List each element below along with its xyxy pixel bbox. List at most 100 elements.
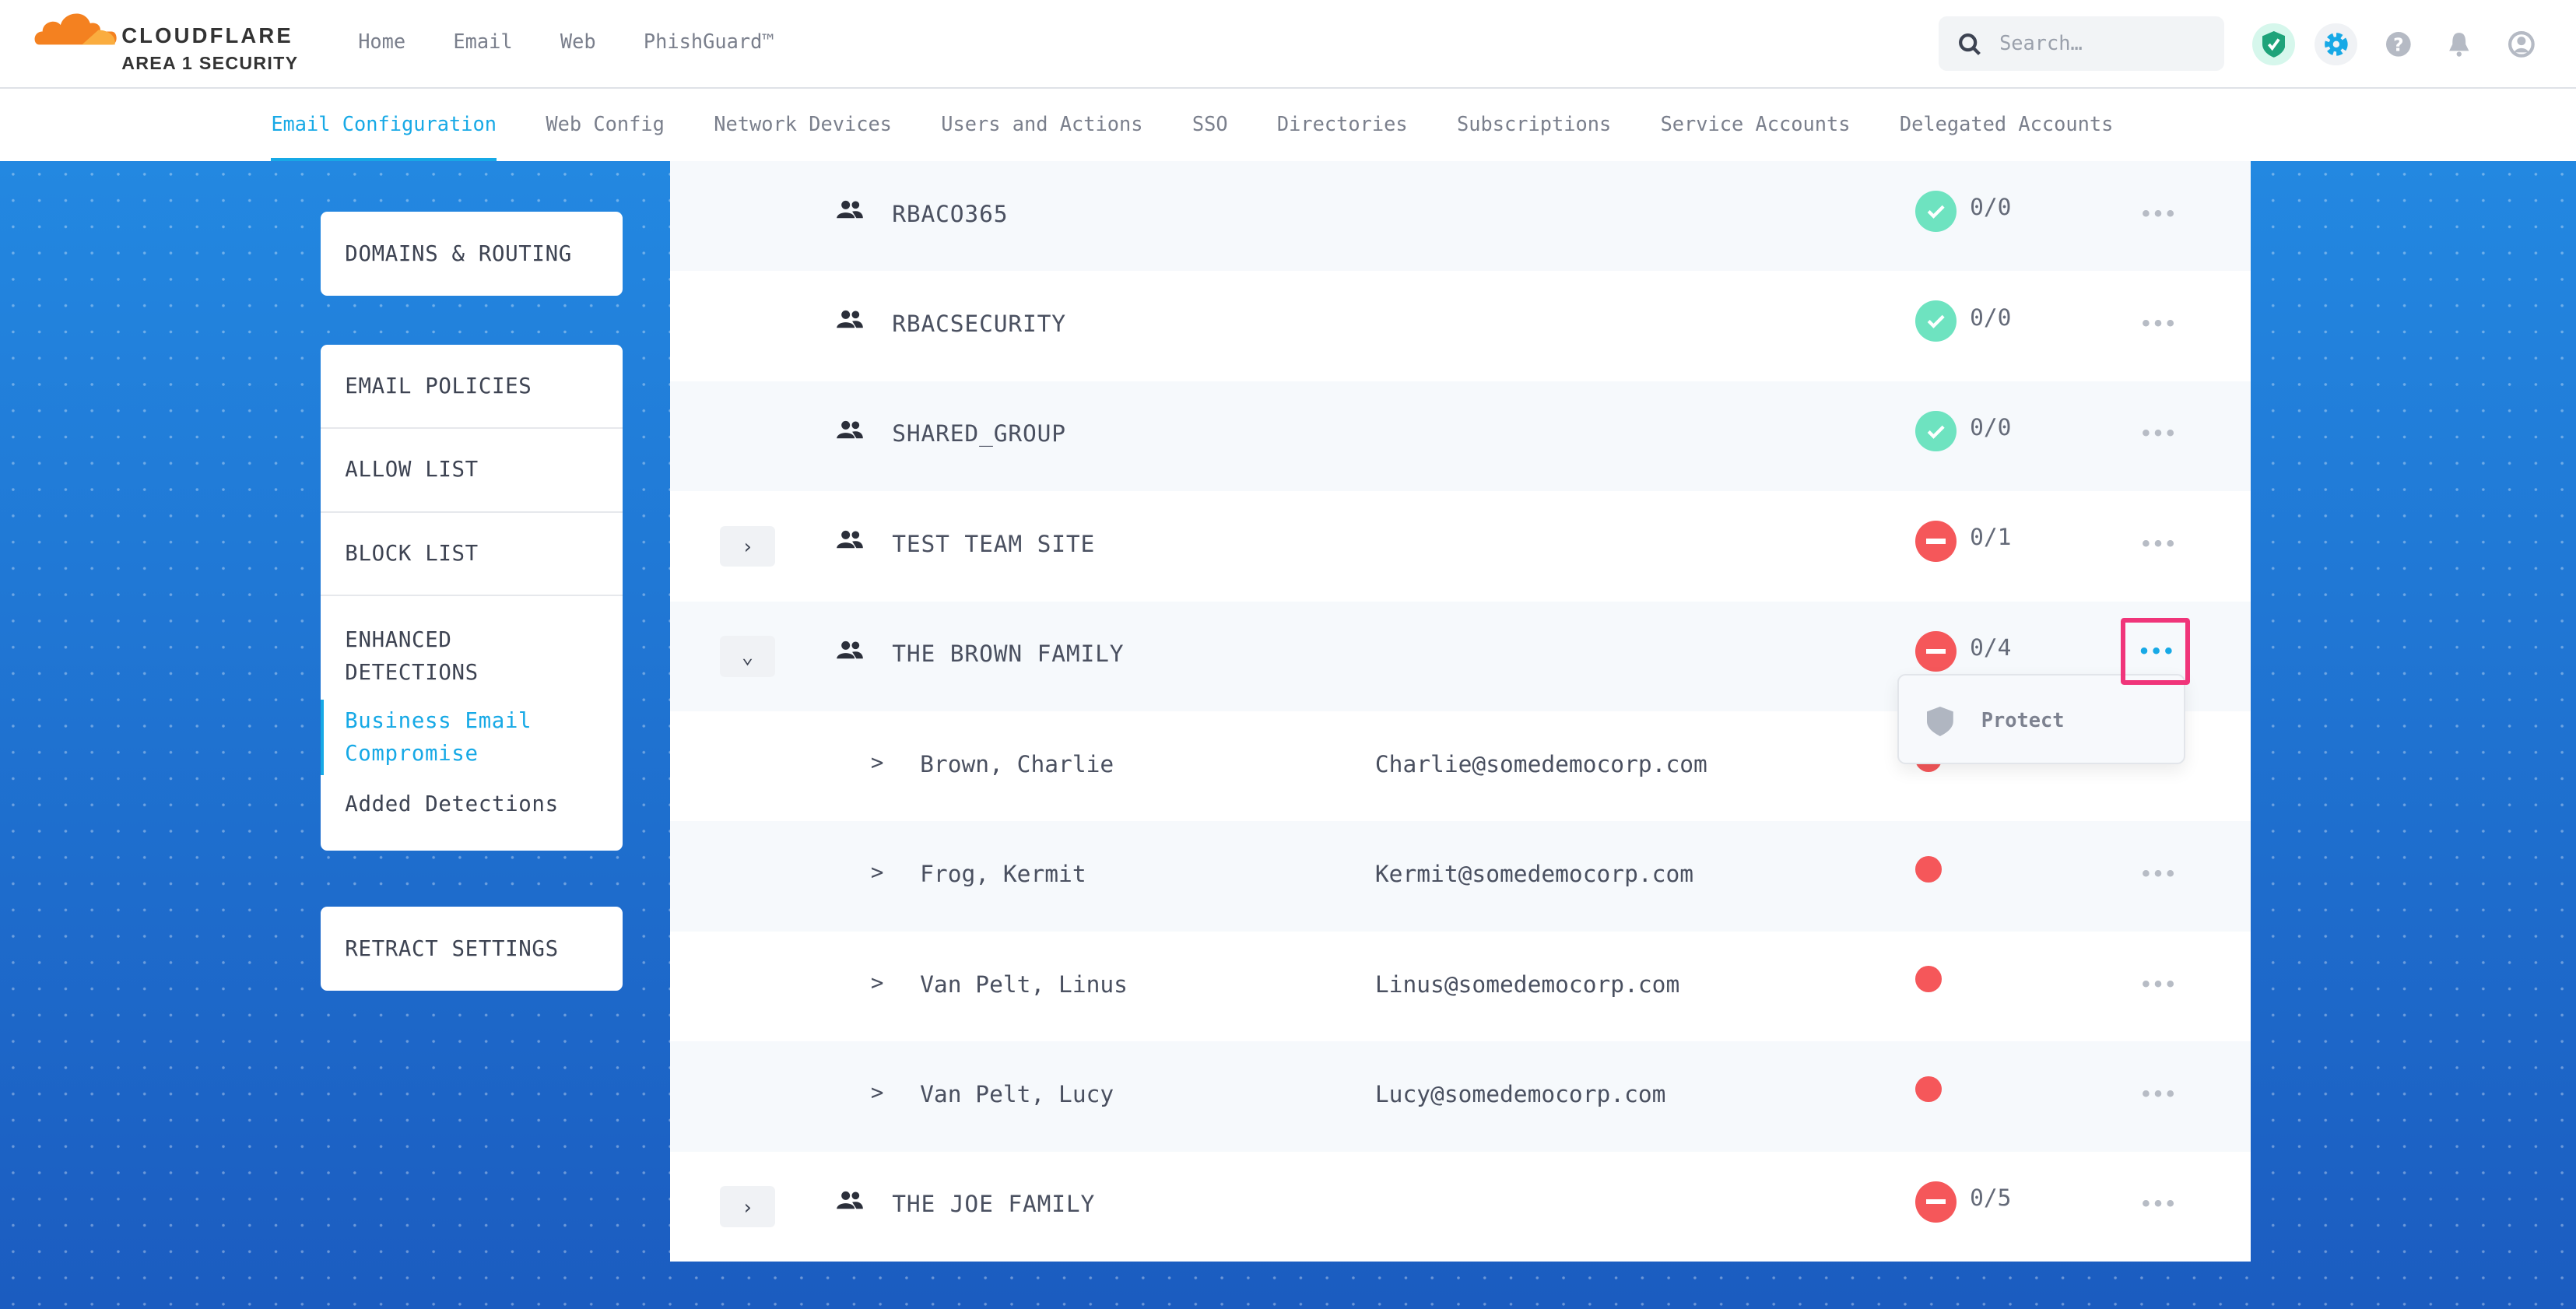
tab-subscriptions[interactable]: Subscriptions xyxy=(1456,111,1612,135)
sidebar-item-email-policies[interactable]: EMAIL POLICIES xyxy=(320,345,623,429)
group-name: RBACSECURITY xyxy=(892,310,1066,337)
tab-service-accounts[interactable]: Service Accounts xyxy=(1660,111,1851,135)
group-icon xyxy=(837,420,864,438)
shield-icon xyxy=(1927,706,1953,736)
search-placeholder: Search… xyxy=(1999,31,2083,55)
group-row[interactable]: › TEST TEAM SITE 0/1 ••• xyxy=(670,491,2251,601)
group-row[interactable]: RBACSECURITY 0/0 ••• xyxy=(670,271,2251,381)
user-avatar-icon[interactable] xyxy=(2501,23,2543,66)
group-icon xyxy=(837,311,864,328)
status-ok-icon xyxy=(1915,410,1957,452)
status-blocked-dot xyxy=(1915,966,1943,993)
member-email: Linus@somedemocorp.com xyxy=(1374,970,1680,998)
nav-home[interactable]: Home xyxy=(358,29,406,53)
tab-web-config[interactable]: Web Config xyxy=(546,111,665,135)
expand-toggle[interactable]: › xyxy=(719,1186,776,1227)
sidebar-item-enhanced-detections[interactable]: ENHANCED DETECTIONS xyxy=(321,596,623,700)
gear-icon[interactable] xyxy=(2315,23,2358,66)
more-actions-button-highlighted[interactable]: ••• xyxy=(2121,617,2190,686)
sidebar-link-business-email-compromise[interactable]: Business Email Compromise xyxy=(320,700,623,776)
nav-web[interactable]: Web xyxy=(560,29,596,53)
row-action-menu: Protect xyxy=(1897,673,2185,764)
group-icon xyxy=(837,531,864,549)
chevron-right-icon[interactable]: > xyxy=(870,861,884,886)
sidebar-item-allow-list[interactable]: ALLOW LIST xyxy=(320,429,623,513)
member-email: Lucy@somedemocorp.com xyxy=(1374,1081,1666,1108)
sidebar-card-policies: EMAIL POLICIES ALLOW LIST BLOCK LIST ENH… xyxy=(320,345,623,851)
member-email: Charlie@somedemocorp.com xyxy=(1374,750,1707,777)
more-actions-button[interactable]: ••• xyxy=(2139,200,2178,227)
nav-phishguard[interactable]: PhishGuard™ xyxy=(643,29,774,53)
svg-text:?: ? xyxy=(2393,34,2403,55)
search-input[interactable]: Search… xyxy=(1938,16,2225,71)
member-row[interactable]: > Van Pelt, Lucy Lucy@somedemocorp.com ••• xyxy=(670,1041,2251,1152)
shield-check-icon[interactable] xyxy=(2252,23,2296,66)
more-actions-button[interactable]: ••• xyxy=(2139,970,2178,998)
chevron-right-icon[interactable]: > xyxy=(870,750,884,775)
bell-icon[interactable] xyxy=(2438,23,2481,66)
protected-count: 0/1 xyxy=(1970,524,2012,551)
status-ok-icon xyxy=(1915,300,1957,342)
more-actions-button[interactable]: ••• xyxy=(2139,530,2178,557)
tab-directories[interactable]: Directories xyxy=(1276,111,1408,135)
more-actions-button[interactable]: ••• xyxy=(2139,420,2178,447)
tab-users-and-actions[interactable]: Users and Actions xyxy=(941,111,1143,135)
group-row[interactable]: RBACO365 0/0 ••• xyxy=(670,160,2251,272)
tab-delegated-accounts[interactable]: Delegated Accounts xyxy=(1899,111,2114,135)
tab-network-devices[interactable]: Network Devices xyxy=(714,111,892,135)
status-blocked-dot xyxy=(1915,1076,1943,1103)
more-actions-button[interactable]: ••• xyxy=(2139,1081,2178,1108)
group-icon xyxy=(837,640,864,658)
status-blocked-dot xyxy=(1915,855,1943,883)
sidebar-item-retract-settings[interactable]: RETRACT SETTINGS xyxy=(345,936,559,961)
expand-toggle[interactable]: ⌄ xyxy=(719,635,776,677)
group-name: THE BROWN FAMILY xyxy=(892,640,1125,668)
status-blocked-icon xyxy=(1915,521,1957,562)
group-row[interactable]: › THE JOE FAMILY 0/5 ••• xyxy=(670,1152,2251,1262)
expand-toggle[interactable]: › xyxy=(719,525,776,567)
protected-count: 0/4 xyxy=(1970,633,2012,661)
protected-count: 0/0 xyxy=(1970,194,2012,221)
more-actions-button[interactable]: ••• xyxy=(2139,310,2178,337)
member-name: Frog, Kermit xyxy=(920,861,1086,888)
member-row[interactable]: > Frog, Kermit Kermit@somedemocorp.com ••• xyxy=(670,821,2251,932)
member-name: Van Pelt, Linus xyxy=(920,970,1128,998)
enhanced-title-1: ENHANCED xyxy=(345,628,452,653)
chevron-right-icon[interactable]: > xyxy=(870,970,884,995)
brand-subtitle: AREA 1 SECURITY xyxy=(121,52,299,73)
sidebar-card-retract: RETRACT SETTINGS xyxy=(320,907,623,991)
sidebar-link-added-detections[interactable]: Added Detections xyxy=(345,792,559,817)
group-name: TEST TEAM SITE xyxy=(892,530,1096,557)
member-row[interactable]: > Van Pelt, Linus Linus@somedemocorp.com ••… xyxy=(670,932,2251,1041)
group-name: SHARED_GROUP xyxy=(892,420,1066,447)
member-name: Brown, Charlie xyxy=(920,750,1114,777)
sidebar-item-block-list[interactable]: BLOCK LIST xyxy=(320,513,623,597)
member-email: Kermit@somedemocorp.com xyxy=(1374,861,1694,888)
help-icon[interactable]: ? xyxy=(2378,23,2420,66)
more-actions-button[interactable]: ••• xyxy=(2139,861,2178,888)
group-row[interactable]: SHARED_GROUP 0/0 ••• xyxy=(670,381,2251,492)
search-icon xyxy=(1959,33,1981,56)
tab-email-configuration[interactable]: Email Configuration xyxy=(271,112,497,163)
top-nav: Home Email Web PhishGuard™ xyxy=(358,30,774,53)
group-icon xyxy=(837,1191,864,1209)
menu-item-protect-label: Protect xyxy=(1981,707,2065,732)
status-blocked-icon xyxy=(1915,1181,1957,1223)
brand-name: CLOUDFLARE xyxy=(121,23,293,47)
chevron-right-icon[interactable]: > xyxy=(870,1081,884,1106)
status-blocked-icon xyxy=(1915,630,1957,672)
sidebar-card-domains: DOMAINS & ROUTING xyxy=(320,212,623,296)
cloudflare-logo[interactable]: CLOUDFLARE AREA 1 SECURITY xyxy=(33,9,312,78)
more-actions-button[interactable]: ••• xyxy=(2139,1191,2178,1218)
nav-email[interactable]: Email xyxy=(453,29,513,53)
tab-sso[interactable]: SSO xyxy=(1191,111,1228,135)
status-ok-icon xyxy=(1915,190,1957,232)
sidebar-item-domains-routing[interactable]: DOMAINS & ROUTING xyxy=(345,241,572,266)
group-icon xyxy=(837,200,864,219)
protected-count: 0/0 xyxy=(1970,304,2012,331)
enhanced-title-2: DETECTIONS xyxy=(345,661,479,686)
cloud-icon xyxy=(34,13,117,44)
protected-count: 0/5 xyxy=(1970,1184,2012,1212)
group-name: RBACO365 xyxy=(892,200,1009,227)
top-header: CLOUDFLARE AREA 1 SECURITY Home Email We… xyxy=(0,0,2576,89)
